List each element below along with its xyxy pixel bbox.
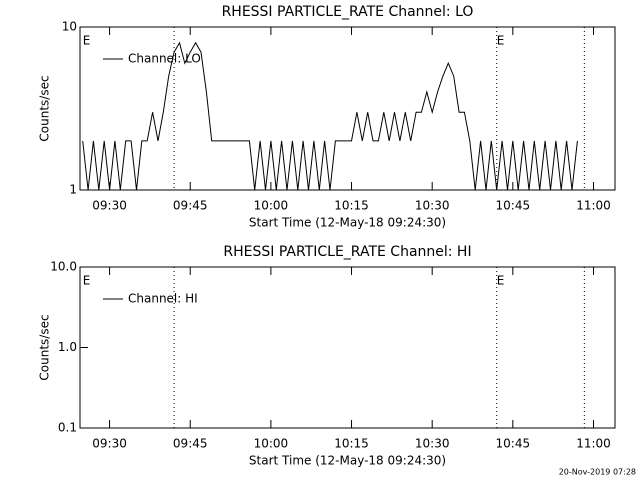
legend-label: Channel: HI: [128, 292, 198, 306]
annotation: E: [83, 34, 91, 48]
x-tick-label: 11:00: [576, 437, 611, 451]
y-tick-label: 1: [69, 183, 77, 197]
x-tick-label: 10:30: [415, 199, 450, 213]
y-axis-label: Counts/sec: [38, 75, 52, 141]
x-tick-label: 09:30: [92, 437, 127, 451]
x-tick-label: 09:45: [173, 437, 208, 451]
x-tick-label: 11:00: [576, 199, 611, 213]
x-tick-label: 10:00: [254, 437, 289, 451]
y-axis-label: Counts/sec: [38, 314, 52, 380]
annotation: E: [83, 274, 91, 288]
annotation: E: [497, 274, 505, 288]
plot-frame: [79, 26, 616, 191]
annotation: E: [497, 34, 505, 48]
footer: 20-Nov-2019 07:28: [559, 468, 636, 477]
y-tick-label: 1.0: [58, 340, 77, 354]
y-tick-label: 10.0: [50, 260, 77, 274]
y-tick-label: 10: [62, 20, 77, 34]
x-axis-label: Start Time (12-May-18 09:24:30): [249, 454, 446, 468]
x-tick-label: 10:45: [496, 437, 531, 451]
x-tick-label: 10:45: [496, 199, 531, 213]
x-tick-label: 09:30: [92, 199, 127, 213]
x-tick-label: 10:15: [334, 437, 369, 451]
data-line: [82, 41, 578, 191]
y-tick-label: 0.1: [58, 421, 77, 435]
x-tick-label: 09:45: [173, 199, 208, 213]
chart-title: RHESSI PARTICLE_RATE Channel: HI: [223, 244, 471, 260]
x-tick-label: 10:30: [415, 437, 450, 451]
x-tick-label: 10:15: [334, 199, 369, 213]
x-tick-label: 10:00: [254, 199, 289, 213]
x-axis-label: Start Time (12-May-18 09:24:30): [249, 216, 446, 230]
chart-title: RHESSI PARTICLE_RATE Channel: LO: [222, 4, 474, 20]
